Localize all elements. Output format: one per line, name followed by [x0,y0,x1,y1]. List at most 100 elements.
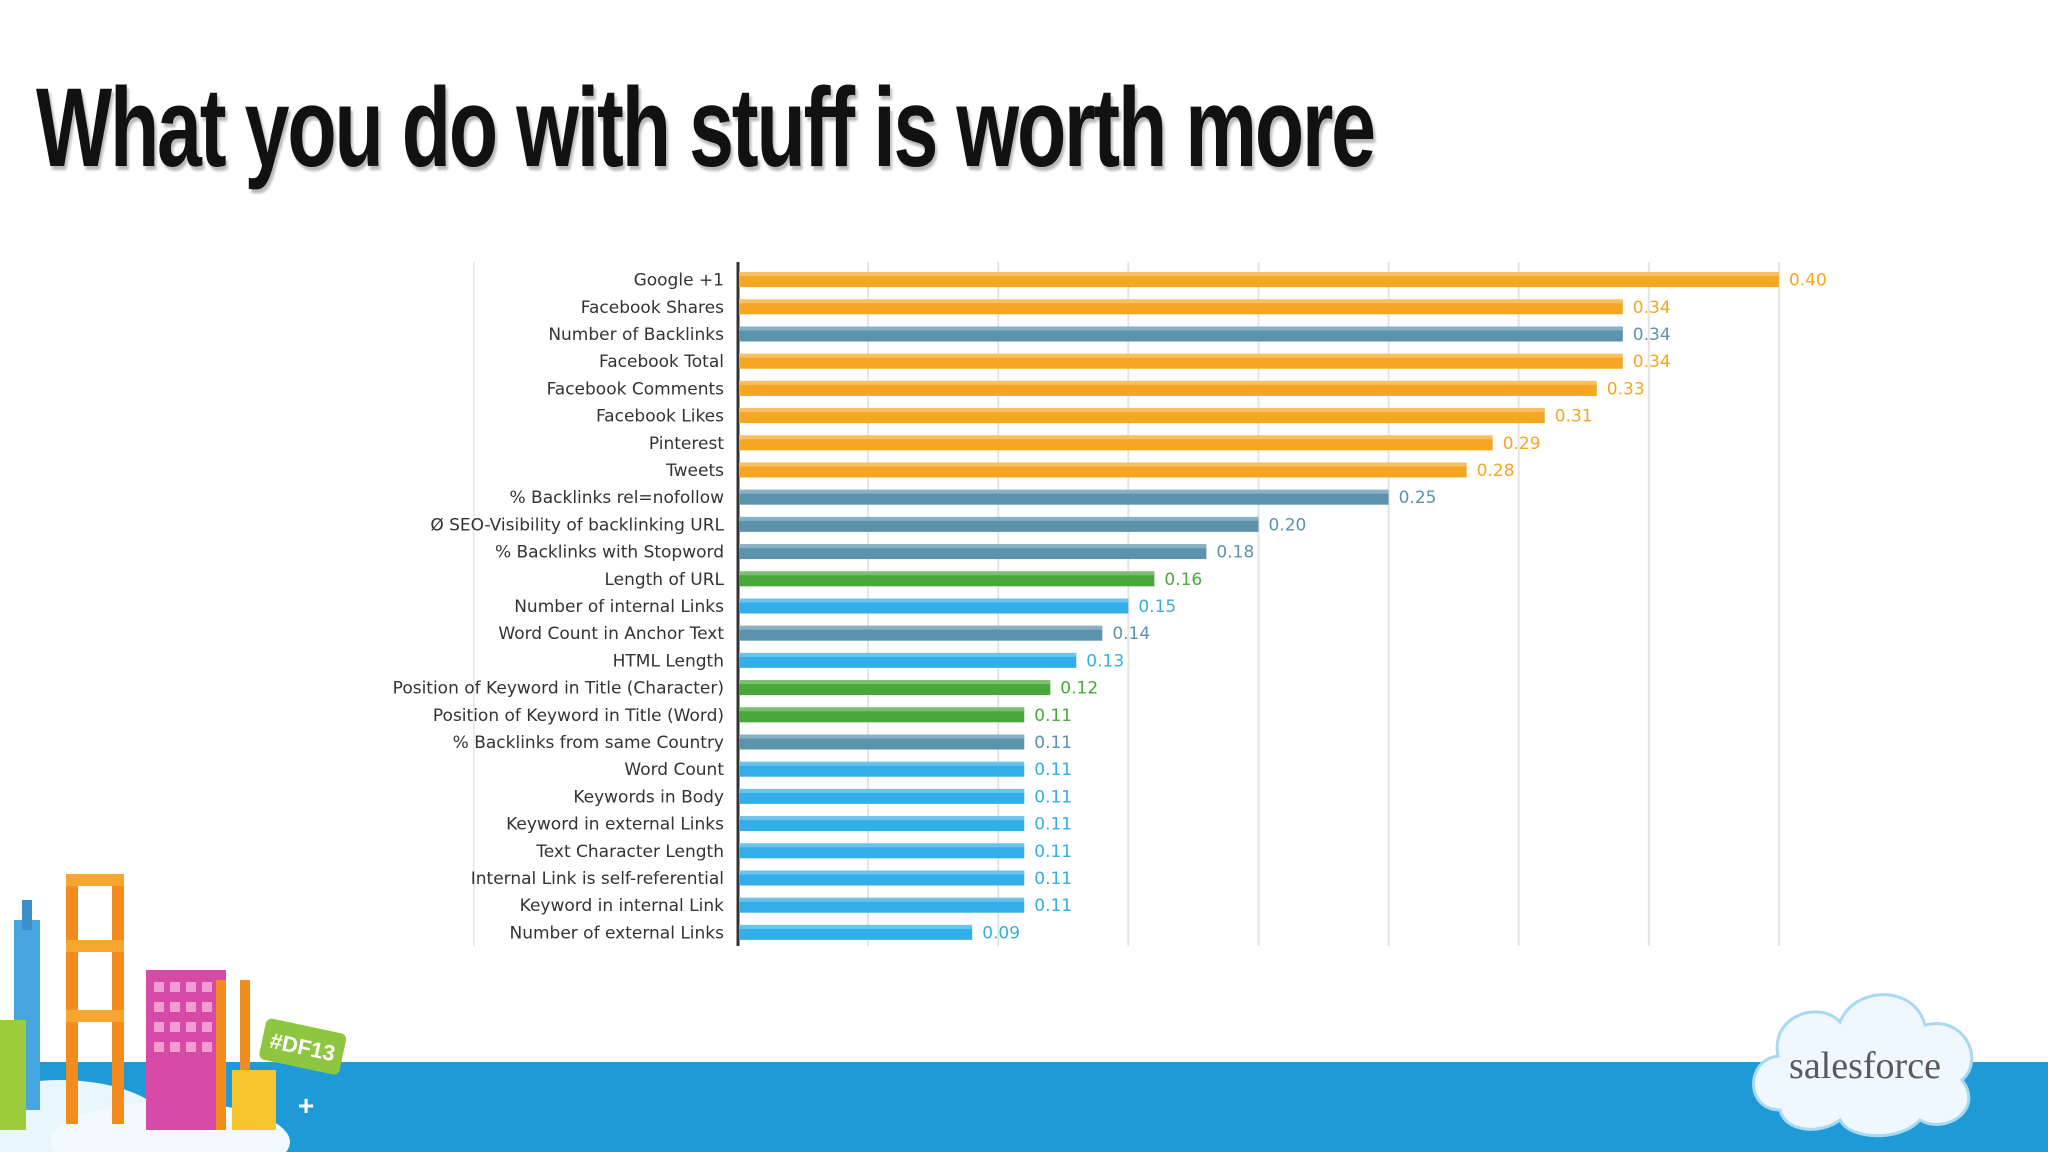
bar-highlight [739,326,1623,331]
value-label: 0.11 [1034,815,1072,835]
value-label: 0.16 [1164,570,1202,590]
bar [739,326,1623,342]
category-label: Number of internal Links [514,597,724,617]
bar [739,897,1025,913]
category-label: Google +1 [634,271,724,291]
category-label: Position of Keyword in Title (Character) [393,679,724,699]
bar [739,924,973,940]
category-label: Length of URL [604,570,724,590]
bar-highlight [739,924,973,929]
bar-highlight [739,652,1077,657]
category-label: Facebook Comments [547,379,725,399]
value-label: 0.12 [1060,679,1098,699]
bar [739,489,1389,505]
value-label: 0.28 [1477,461,1515,481]
category-label: Facebook Likes [596,407,724,427]
bar [739,544,1207,560]
value-label: 0.34 [1633,352,1671,372]
bar-highlight [739,598,1129,603]
bar [739,408,1545,424]
category-label: Tweets [665,461,724,481]
bar-highlight [739,843,1025,848]
category-label: % Backlinks with Stopword [495,543,724,563]
bar [739,652,1077,668]
value-label: 0.15 [1138,597,1176,617]
value-label: 0.20 [1268,515,1306,535]
category-label: Text Character Length [535,842,724,862]
category-label: Facebook Total [599,352,724,372]
bar [739,816,1025,832]
value-label: 0.29 [1503,434,1541,454]
category-label: Keywords in Body [573,787,724,807]
bar-highlight [739,489,1389,494]
bar [739,435,1493,451]
category-label: Internal Link is self-referential [471,869,724,889]
value-label: 0.14 [1112,624,1150,644]
slide-title: What you do with stuff is worth more [36,65,1376,190]
bar-highlight [739,870,1025,875]
bar [739,272,1779,288]
city-skyline-icon: #DF13 + [0,874,347,1152]
category-label: Ø SEO-Visibility of backlinking URL [430,515,724,535]
value-label: 0.09 [982,923,1020,943]
value-label: 0.34 [1633,325,1671,345]
category-label: Number of external Links [509,923,724,943]
value-label: 0.25 [1399,488,1437,508]
category-label: Keyword in internal Link [520,896,725,916]
bar [739,462,1467,478]
bar [739,761,1025,777]
bar [739,516,1259,532]
value-label: 0.13 [1086,651,1124,671]
bar-highlight [739,625,1103,630]
value-label: 0.34 [1633,298,1671,318]
value-label: 0.11 [1034,896,1072,916]
bar-highlight [739,462,1467,467]
bar [739,734,1025,750]
value-label: 0.11 [1034,706,1072,726]
bar [739,299,1623,315]
bar-highlight [739,707,1025,712]
bar-highlight [739,408,1545,413]
bar-highlight [739,734,1025,739]
logo-text: salesforce [1789,1045,1941,1087]
bar-highlight [739,380,1597,385]
bar-highlight [739,353,1623,358]
bar-highlight [739,544,1207,549]
bar-highlight [739,897,1025,902]
category-label: Position of Keyword in Title (Word) [433,706,724,726]
svg-text:+: + [298,1090,314,1121]
value-label: 0.11 [1034,869,1072,889]
bar-chart: Google +1 0.40 Facebook Shares 0.34 Number o… [393,262,1827,946]
category-label: % Backlinks from same Country [453,733,724,753]
category-label: Pinterest [649,434,724,454]
bar-highlight [739,299,1623,304]
bar-highlight [739,680,1051,685]
bar-highlight [739,435,1493,440]
bar [739,870,1025,886]
bar-highlight [739,272,1779,277]
bar-highlight [739,571,1155,576]
category-label: HTML Length [613,651,724,671]
value-label: 0.11 [1034,842,1072,862]
value-label: 0.11 [1034,787,1072,807]
bar [739,680,1051,696]
value-label: 0.11 [1034,760,1072,780]
bar [739,788,1025,804]
value-label: 0.31 [1555,407,1593,427]
salesforce-logo: salesforce [1752,993,1974,1138]
bar-highlight [739,816,1025,821]
category-label: Facebook Shares [581,298,724,318]
bar [739,380,1597,396]
category-label: Word Count in Anchor Text [498,624,724,644]
value-label: 0.40 [1789,271,1827,291]
value-label: 0.11 [1034,733,1072,753]
category-label: Keyword in external Links [506,815,724,835]
bar [739,598,1129,614]
bar [739,625,1103,641]
bar-highlight [739,516,1259,521]
bar-highlight [739,761,1025,766]
value-label: 0.33 [1607,379,1645,399]
bar [739,571,1155,587]
category-label: Word Count [624,760,724,780]
bar [739,843,1025,859]
